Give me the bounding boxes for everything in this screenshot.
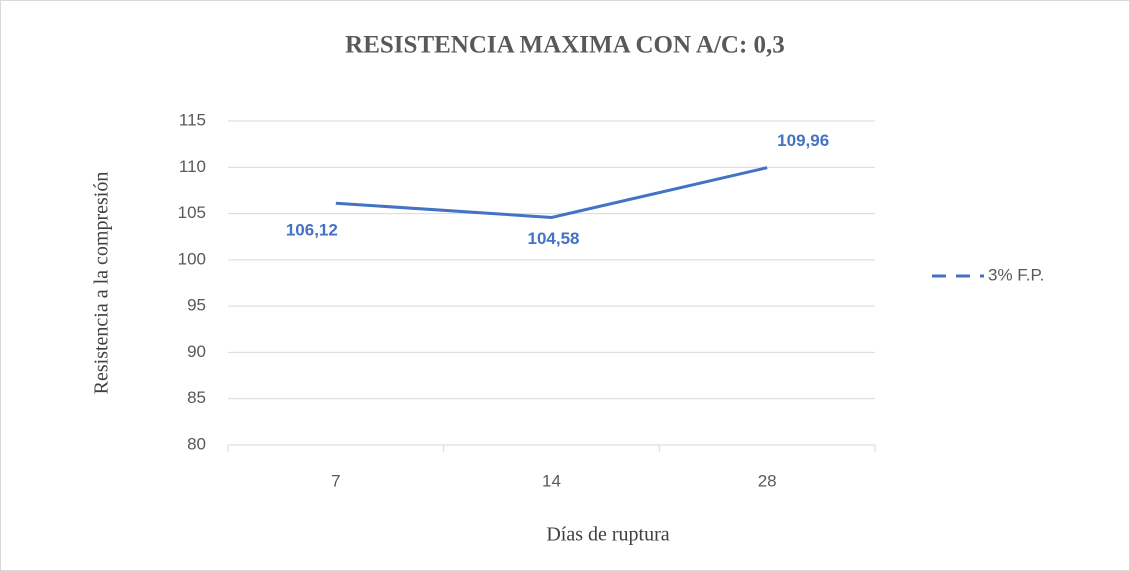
y-tick-label: 105 [178, 203, 206, 222]
y-axis-label: Resistencia a la compresión [91, 172, 113, 395]
legend-label: 3% F.P. [988, 265, 1044, 284]
data-label: 104,58 [528, 229, 580, 248]
label-background [773, 128, 834, 154]
x-tick-label: 7 [331, 471, 340, 490]
data-label: 109,96 [777, 131, 829, 150]
data-line [335, 166, 768, 219]
x-tick-label: 28 [758, 471, 777, 490]
y-tick-label: 100 [178, 249, 206, 268]
x-tick-label: 14 [542, 471, 561, 490]
label-background [281, 217, 342, 243]
y-tick-label: 110 [179, 157, 206, 176]
data-label: 106,12 [286, 221, 338, 240]
chart-title: RESISTENCIA MAXIMA CON A/C: 0,3 [345, 32, 785, 59]
y-tick-label: 80 [187, 434, 206, 453]
y-tick-label: 95 [187, 296, 206, 315]
y-tick-label: 90 [187, 342, 206, 361]
x-axis-label: Días de ruptura [546, 524, 669, 546]
y-tick-label: 115 [179, 110, 206, 129]
y-tick-label: 85 [187, 388, 206, 407]
label-background [523, 225, 584, 251]
